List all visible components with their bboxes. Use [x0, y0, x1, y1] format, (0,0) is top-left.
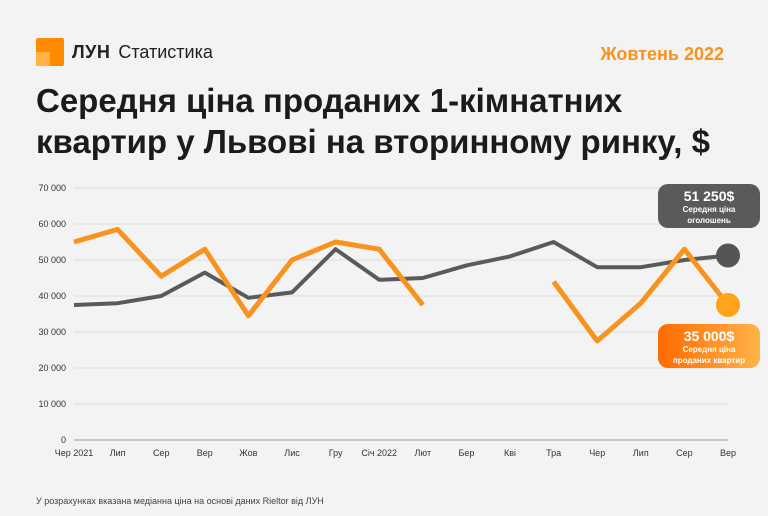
footnote: У розрахунках вказана медіанна ціна на о…	[36, 496, 324, 506]
x-tick-label: Вер	[720, 448, 736, 458]
listing-price-value: 51 250$	[683, 188, 735, 204]
sold-price-value: 35 000$	[683, 328, 735, 344]
x-tick-label: Тра	[546, 448, 561, 458]
sold-series-line	[551, 246, 730, 344]
chart-title: Середня ціна проданих 1-кімнатних кварти…	[36, 82, 710, 160]
listing-end-marker	[716, 243, 740, 268]
sold-end-marker	[716, 293, 740, 317]
x-tick-label: Сер	[153, 448, 170, 458]
y-tick-label: 30 000	[38, 327, 66, 337]
y-tick-label: 0	[61, 435, 66, 445]
x-tick-label: Лют	[415, 448, 432, 458]
x-tick-label: Січ 2022	[361, 448, 397, 458]
logo-icon	[36, 38, 64, 66]
x-tick-label: Гру	[329, 448, 343, 458]
x-tick-label: Кві	[504, 448, 516, 458]
x-tick-label: Лип	[110, 448, 126, 458]
x-tick-label: Лип	[633, 448, 649, 458]
report-date: Жовтень 2022	[600, 44, 724, 64]
x-tick-label: Чер 2021	[55, 448, 94, 458]
x-tick-label: Бер	[458, 448, 474, 458]
sold-price-callout: 35 000$ Середня ціна проданих квартир	[658, 324, 760, 368]
header: ЛУН Статистика	[36, 38, 213, 66]
sold-price-label-2: проданих квартир	[672, 356, 746, 365]
y-tick-label: 10 000	[38, 399, 66, 409]
x-tick-label: Сер	[676, 448, 693, 458]
y-tick-label: 60 000	[38, 219, 66, 229]
x-tick-label: Лис	[284, 448, 300, 458]
listing-price-label-1: Середня ціна	[682, 205, 736, 214]
listing-price-label-2: оголошень	[687, 216, 731, 225]
brand-name: ЛУН	[72, 41, 111, 62]
x-tick-label: Чер	[589, 448, 605, 458]
y-tick-label: 20 000	[38, 363, 66, 373]
x-tick-label: Жов	[239, 448, 257, 458]
brand-subtitle: Статистика	[118, 41, 213, 62]
sold-price-label-1: Середня ціна	[682, 345, 736, 354]
y-tick-label: 70 000	[38, 183, 66, 193]
sold-series-line	[73, 226, 425, 319]
y-tick-label: 40 000	[38, 291, 66, 301]
listing-price-callout: 51 250$ Середня ціна оголошень	[658, 184, 760, 228]
x-tick-label: Вер	[197, 448, 213, 458]
y-tick-label: 50 000	[38, 255, 66, 265]
